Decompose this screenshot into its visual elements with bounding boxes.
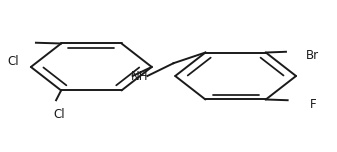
- Text: Cl: Cl: [7, 55, 19, 68]
- Text: NH: NH: [131, 70, 149, 83]
- Text: Cl: Cl: [54, 108, 65, 121]
- Text: F: F: [309, 98, 316, 111]
- Text: Br: Br: [306, 49, 319, 62]
